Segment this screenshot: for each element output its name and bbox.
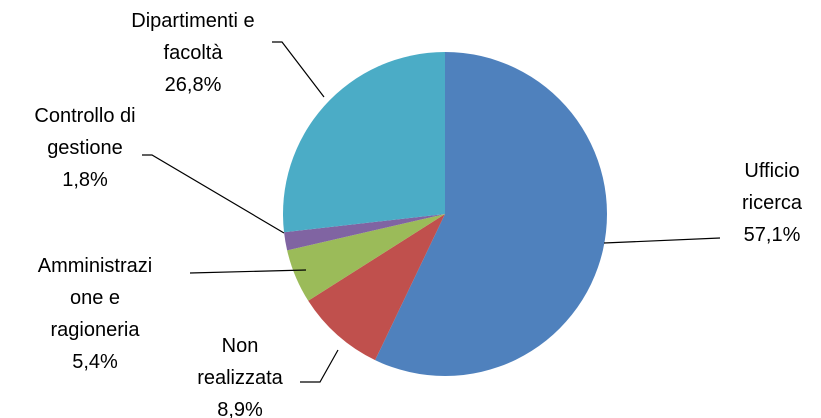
pie-slice [375, 52, 607, 376]
slice-label: Dipartimenti e facoltà 26,8% [118, 5, 268, 101]
pie-slice [283, 52, 445, 233]
slice-label: Amministrazione e ragioneria 5,4% [32, 250, 158, 378]
leader-line [603, 237, 721, 244]
category-name: Controllo di gestione [34, 105, 136, 159]
leader-line [142, 154, 285, 234]
slice-label: Non realizzata 8,9% [180, 330, 300, 418]
value-label: 26,8% [164, 74, 222, 96]
leader-line [300, 349, 339, 383]
value-label: 1,8% [62, 169, 108, 191]
pie-slice [308, 214, 445, 361]
value-label: 8,9% [217, 399, 263, 418]
value-label: 5,4% [72, 351, 118, 373]
value-label: 57,1% [743, 224, 801, 246]
pie-slice [284, 214, 445, 251]
slice-label: Controllo di gestione 1,8% [10, 100, 160, 196]
category-name: Amministrazione e ragioneria [37, 255, 153, 341]
slice-label: Ufficio ricerca 57,1% [722, 155, 821, 251]
leader-line [272, 41, 325, 98]
pie-slice [287, 214, 445, 301]
leader-line [189, 269, 307, 274]
category-name: Non realizzata [197, 335, 283, 389]
category-name: Dipartimenti e facoltà [131, 10, 255, 64]
category-name: Ufficio ricerca [741, 160, 802, 214]
